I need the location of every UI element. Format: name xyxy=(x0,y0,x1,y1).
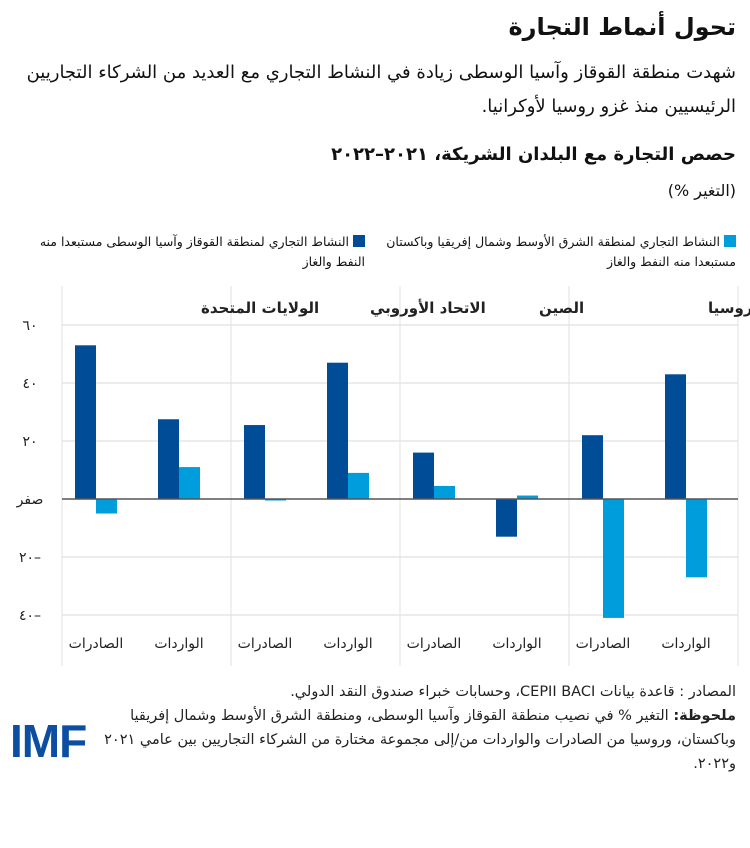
chart-title: حصص التجارة مع البلدان الشريكة، ٢٠٢١–٢٠٢… xyxy=(331,144,736,165)
bar xyxy=(434,485,455,499)
legend-label: النشاط التجاري لمنطقة الشرق الأوسط وشمال… xyxy=(386,234,736,269)
note-label: ملحوظة: xyxy=(673,708,736,724)
page-title: تحول أنماط التجارة xyxy=(508,13,736,41)
group-label: الصين xyxy=(539,299,584,317)
subtitle: شهدت منطقة القوقاز وآسيا الوسطى زيادة في… xyxy=(26,62,736,117)
group-label: الاتحاد الأوروبي xyxy=(370,299,486,317)
legend-swatch xyxy=(353,235,365,247)
chart-unit: (التغير %) xyxy=(667,181,736,200)
bar xyxy=(158,419,179,499)
group-label: الولايات المتحدة xyxy=(201,299,319,317)
bar-chart: ٦٠ ٤٠ ٢٠ صفر ٢٠– ٤٠– الولايات المتحدة الصادرات ا… xyxy=(16,286,750,666)
figure: تحول أنماط التجارة شهدت منطقة القوقاز وآ… xyxy=(10,13,750,776)
bar xyxy=(244,425,265,499)
footer-text: المصادر : قاعدة بيانات CEPII BACI، وحساب… xyxy=(102,680,736,776)
source-text: المصادر : قاعدة بيانات CEPII BACI، وحساب… xyxy=(290,684,736,700)
bar xyxy=(348,472,369,499)
legend: النشاط التجاري لمنطقة الشرق الأوسط وشمال… xyxy=(10,232,736,272)
legend-item-menap: النشاط التجاري لمنطقة الشرق الأوسط وشمال… xyxy=(381,232,736,272)
x-tick-label: الصادرات xyxy=(407,636,462,652)
bar xyxy=(582,435,603,499)
note-body: التغير % في نصيب منطقة القوقاز وآسيا الو… xyxy=(104,708,736,772)
x-tick-label: الصادرات xyxy=(238,636,293,652)
x-tick-label: الواردات xyxy=(323,636,372,652)
y-tick-label: ٤٠ xyxy=(22,376,37,392)
legend-item-cca: النشاط التجاري لمنطقة القوقاز وآسيا الوس… xyxy=(10,232,365,272)
legend-swatch xyxy=(724,235,736,247)
imf-logo: IMF xyxy=(10,715,87,767)
bar xyxy=(413,452,434,499)
x-tick-label: الصادرات xyxy=(69,636,124,652)
bar xyxy=(686,499,707,578)
bar xyxy=(75,345,96,499)
bar xyxy=(603,499,624,618)
bar xyxy=(327,362,348,499)
group-label: روسيا xyxy=(708,299,750,317)
y-tick-label: ٢٠ xyxy=(22,434,37,450)
y-tick-label: ٤٠– xyxy=(19,608,41,624)
legend-label: النشاط التجاري لمنطقة القوقاز وآسيا الوس… xyxy=(39,234,365,269)
note-text: ملحوظة: التغير % في نصيب منطقة القوقاز و… xyxy=(102,704,736,776)
x-tick-label: الواردات xyxy=(492,636,541,652)
y-tick-label: ٦٠ xyxy=(22,318,37,334)
bar xyxy=(496,499,517,537)
x-tick-label: الواردات xyxy=(154,636,203,652)
bar xyxy=(179,467,200,499)
y-tick-label: صفر xyxy=(16,492,44,508)
footer: IMF المصادر : قاعدة بيانات CEPII BACI، و… xyxy=(10,680,736,776)
y-tick-label: ٢٠– xyxy=(19,550,41,566)
bar xyxy=(517,495,538,499)
bar xyxy=(96,499,117,514)
bar xyxy=(665,374,686,499)
x-tick-label: الصادرات xyxy=(576,636,631,652)
x-tick-label: الواردات xyxy=(661,636,710,652)
